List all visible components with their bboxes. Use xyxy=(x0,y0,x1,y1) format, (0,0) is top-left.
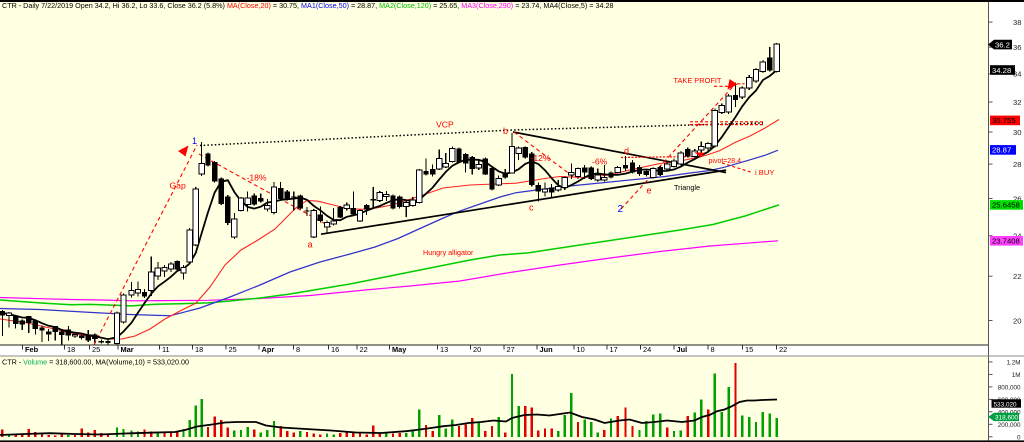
svg-text:28.87: 28.87 xyxy=(992,146,1011,155)
svg-text:30: 30 xyxy=(1013,128,1021,137)
svg-text:36: 36 xyxy=(1013,43,1021,52)
svg-text:8: 8 xyxy=(296,345,300,354)
svg-text:CTR - Daily 7/22/2019 Open 34.: CTR - Daily 7/22/2019 Open 34.2, Hi 36.2… xyxy=(2,1,614,10)
svg-text:VCP: VCP xyxy=(436,120,454,130)
svg-text:e: e xyxy=(647,186,652,196)
svg-text:8: 8 xyxy=(711,345,715,354)
svg-text:Mar: Mar xyxy=(121,345,134,354)
svg-text:i BUY: i BUY xyxy=(755,168,774,177)
svg-text:Triangle: Triangle xyxy=(674,183,700,192)
svg-text:34.28: 34.28 xyxy=(992,66,1011,75)
svg-text:10: 10 xyxy=(577,345,585,354)
svg-text:17: 17 xyxy=(610,345,618,354)
svg-text:TAKE PROFIT: TAKE PROFIT xyxy=(674,76,722,85)
svg-text:200,000: 200,000 xyxy=(998,422,1021,429)
svg-text:22: 22 xyxy=(1013,272,1021,281)
svg-text:318,600: 318,600 xyxy=(995,415,1019,422)
svg-text:11: 11 xyxy=(162,345,170,354)
svg-text:Feb: Feb xyxy=(25,345,39,354)
svg-text:CTR - Volume = 318,600.00, MA(: CTR - Volume = 318,600.00, MA(Volume,10)… xyxy=(2,357,189,366)
svg-text:Jul: Jul xyxy=(677,345,688,354)
svg-text:16: 16 xyxy=(331,345,339,354)
svg-text:34: 34 xyxy=(1013,70,1021,79)
svg-text:a: a xyxy=(308,240,313,250)
svg-text:-12%: -12% xyxy=(531,153,551,163)
svg-text:15: 15 xyxy=(745,345,753,354)
svg-text:1.2M: 1.2M xyxy=(1007,360,1021,367)
svg-text:Apr: Apr xyxy=(262,345,275,354)
svg-text:pivot=28.4: pivot=28.4 xyxy=(709,158,742,165)
svg-text:May: May xyxy=(392,345,407,354)
svg-text:-6%: -6% xyxy=(592,157,608,167)
svg-text:13: 13 xyxy=(440,345,448,354)
svg-text:25: 25 xyxy=(92,345,100,354)
svg-text:20: 20 xyxy=(1013,316,1021,325)
svg-text:18: 18 xyxy=(195,345,203,354)
svg-text:36.2: 36.2 xyxy=(995,40,1010,49)
svg-text:b: b xyxy=(503,126,508,136)
svg-text:d: d xyxy=(624,146,629,156)
svg-text:c: c xyxy=(529,203,534,213)
svg-text:18: 18 xyxy=(67,345,75,354)
svg-text:23.7408: 23.7408 xyxy=(992,237,1020,246)
svg-text:1: 1 xyxy=(192,136,197,146)
svg-text:-18%: -18% xyxy=(247,173,267,183)
svg-text:30.755: 30.755 xyxy=(992,116,1016,125)
svg-text:25: 25 xyxy=(229,345,237,354)
svg-text:22: 22 xyxy=(779,345,787,354)
svg-text:24: 24 xyxy=(643,345,651,354)
svg-text:2: 2 xyxy=(618,204,624,215)
svg-text:Hungry alligator: Hungry alligator xyxy=(423,248,474,257)
svg-text:Gap: Gap xyxy=(170,181,186,191)
svg-text:533,020: 533,020 xyxy=(994,401,1018,408)
svg-text:1M: 1M xyxy=(1012,372,1021,379)
svg-text:32: 32 xyxy=(1013,98,1021,107)
svg-text:0: 0 xyxy=(1017,434,1021,441)
svg-text:26: 26 xyxy=(1013,194,1021,203)
svg-text:20: 20 xyxy=(473,345,481,354)
svg-text:Jun: Jun xyxy=(540,345,554,354)
svg-text:800,000: 800,000 xyxy=(998,385,1021,392)
svg-text:27: 27 xyxy=(507,345,515,354)
svg-text:22: 22 xyxy=(360,345,368,354)
svg-text:28: 28 xyxy=(1013,160,1021,169)
svg-text:25.6458: 25.6458 xyxy=(992,201,1020,210)
svg-text:38: 38 xyxy=(1013,18,1021,27)
